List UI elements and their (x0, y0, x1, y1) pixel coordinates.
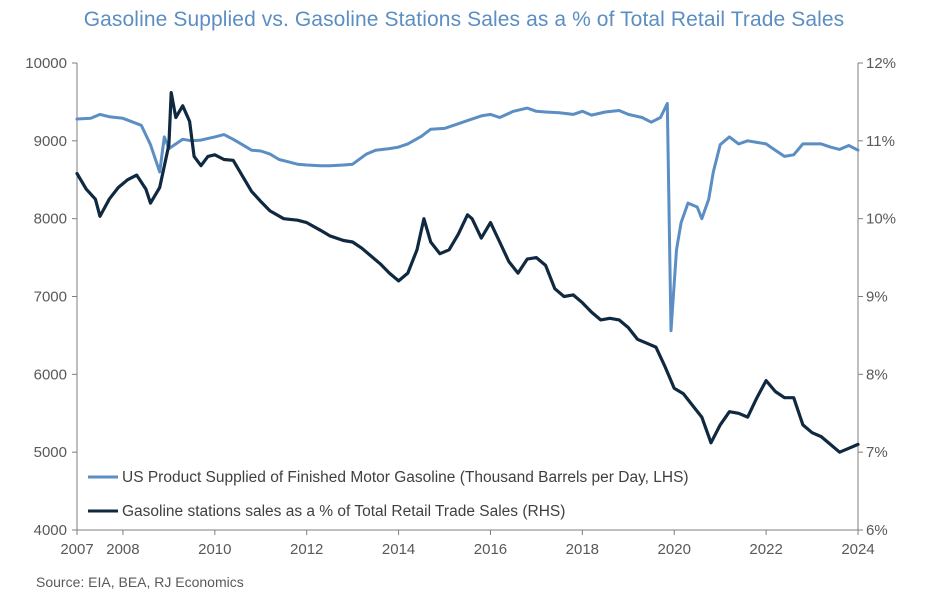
source-note: Source: EIA, BEA, RJ Economics (36, 574, 244, 590)
left-tick-label: 10000 (25, 55, 67, 72)
x-tick-label: 2008 (106, 541, 139, 558)
x-tick-label: 2024 (841, 541, 874, 558)
left-tick-label: 4000 (34, 522, 67, 539)
x-tick-label: 2010 (198, 541, 231, 558)
right-tick-label: 7% (866, 444, 888, 461)
right-tick-label: 10% (866, 211, 896, 228)
legend-item-gasoline-supplied-label: US Product Supplied of Finished Motor Ga… (122, 469, 689, 486)
left-tick-label: 7000 (34, 289, 67, 306)
gasoline-supplied-line (75, 102, 860, 333)
x-tick-label: 2012 (290, 541, 323, 558)
right-tick-label: 8% (866, 366, 888, 383)
right-tick-label: 12% (866, 55, 896, 72)
x-tick-label: 2007 (60, 541, 93, 558)
chart-title: Gasoline Supplied vs. Gasoline Stations … (83, 8, 845, 31)
left-tick-label: 8000 (34, 211, 67, 228)
x-tick-label: 2016 (474, 541, 507, 558)
legend-item-station-sales-share-label: Gasoline stations sales as a % of Total … (122, 503, 565, 520)
x-tick-label: 2020 (658, 541, 691, 558)
station-sales-share-line (75, 90, 860, 454)
left-tick-label: 9000 (34, 133, 67, 150)
x-tick-label: 2022 (749, 541, 782, 558)
x-tick-label: 2018 (566, 541, 599, 558)
x-tick-label: 2014 (382, 541, 415, 558)
left-tick-label: 5000 (34, 444, 67, 461)
left-tick-label: 6000 (34, 366, 67, 383)
right-tick-label: 6% (866, 522, 888, 539)
right-tick-label: 11% (866, 133, 895, 150)
right-tick-label: 9% (866, 289, 888, 306)
